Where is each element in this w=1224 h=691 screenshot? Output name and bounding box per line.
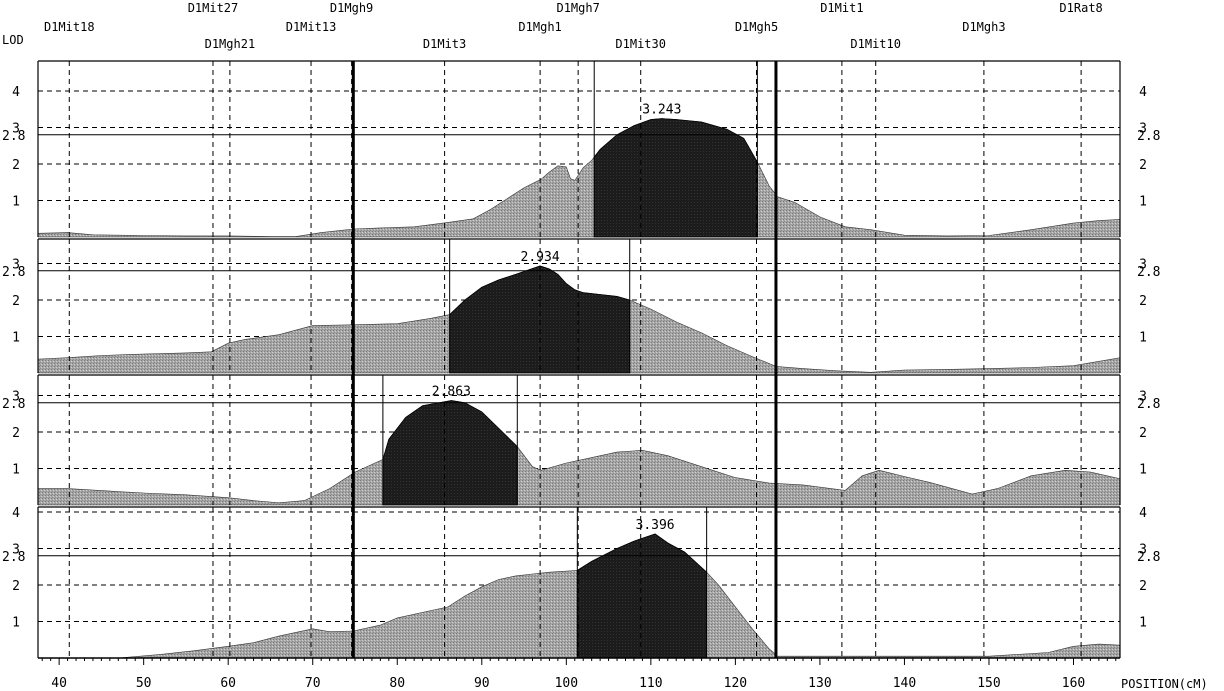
threshold-label-right: 2.8 (1137, 265, 1160, 280)
lod-panel-4: 3.396 1 2 3 4 1 2 3 4 2.8 2.8 (2, 506, 1160, 659)
lod-tick-label-right: 2 (1139, 426, 1147, 441)
peak-lod-label: 2.863 (432, 385, 471, 400)
lod-tick-label-left: 3 (12, 258, 20, 273)
lod-tick-label-left: 2 (12, 579, 20, 594)
lod-curve-area (37, 118, 1121, 238)
peak-lod-label: 2.934 (521, 250, 560, 265)
lod-tick-label-left: 2 (12, 158, 20, 173)
marker-label: D1Mit18 (44, 20, 95, 34)
marker-label: D1Mit30 (615, 37, 666, 51)
lod-tick-label-right: 4 (1139, 506, 1147, 521)
x-tick-label: 100 (555, 676, 578, 691)
lod-tick-label-left: 3 (12, 543, 20, 558)
lod-tick-label-left: 2 (12, 426, 20, 441)
lod-tick-label-left: 2 (12, 294, 20, 309)
marker-label: D1Mgh3 (962, 20, 1005, 34)
lod-panel-1: 3.243 1 2 3 4 1 2 3 4 2.8 2.8 (2, 60, 1160, 238)
support-interval-area (576, 533, 707, 659)
lod-tick-label-right: 3 (1139, 390, 1147, 405)
marker-label: D1Mgh9 (330, 1, 373, 15)
marker-label: D1Mit13 (286, 20, 337, 34)
lod-curve-area (37, 400, 1121, 506)
lod-tick-label-left: 1 (12, 616, 20, 631)
x-tick-label: 140 (893, 676, 916, 691)
x-tick-label: 80 (389, 676, 405, 691)
threshold-label-left: 2.8 (2, 129, 25, 144)
lod-tick-label-left: 4 (12, 506, 20, 521)
lod-tick-label-right: 1 (1139, 616, 1147, 631)
marker-label: D1Mit27 (188, 1, 239, 15)
x-tick-label: 150 (977, 676, 1000, 691)
x-tick-label: 50 (136, 676, 152, 691)
x-tick-label: 90 (474, 676, 490, 691)
marker-label: D1Rat8 (1059, 1, 1102, 15)
marker-label: D1Mgh1 (518, 20, 561, 34)
threshold-label-right: 2.8 (1137, 550, 1160, 565)
lod-tick-label-right: 3 (1139, 543, 1147, 558)
threshold-label-left: 2.8 (2, 397, 25, 412)
threshold-label-right: 2.8 (1137, 129, 1160, 144)
lod-tick-label-left: 3 (12, 122, 20, 137)
lod-tick-label-left: 3 (12, 390, 20, 405)
threshold-label-right: 2.8 (1137, 397, 1160, 412)
support-interval-area (382, 400, 518, 506)
threshold-label-left: 2.8 (2, 550, 25, 565)
marker-label: D1Mit1 (820, 1, 863, 15)
x-tick-label: 120 (724, 676, 747, 691)
lod-tick-label-right: 1 (1139, 331, 1147, 346)
lod-tick-label-right: 1 (1139, 463, 1147, 478)
x-tick-label: 130 (808, 676, 831, 691)
x-tick-label: 160 (1062, 676, 1085, 691)
lod-tick-label-left: 4 (12, 85, 20, 100)
x-tick-label: 110 (639, 676, 662, 691)
lod-tick-label-right: 1 (1139, 195, 1147, 210)
lod-tick-label-right: 3 (1139, 122, 1147, 137)
x-axis-title: POSITION(cM) (1121, 677, 1208, 691)
lod-tick-label-right: 4 (1139, 85, 1147, 100)
marker-label: D1Mit10 (850, 37, 901, 51)
lod-tick-label-right: 2 (1139, 579, 1147, 594)
lod-tick-label-right: 2 (1139, 158, 1147, 173)
marker-label: D1Mgh5 (735, 20, 778, 34)
x-tick-label: 60 (220, 676, 236, 691)
lod-tick-label-left: 1 (12, 195, 20, 210)
peak-lod-label: 3.396 (636, 518, 675, 533)
x-tick-label: 70 (305, 676, 321, 691)
lod-tick-label-right: 2 (1139, 294, 1147, 309)
support-interval-area (449, 265, 631, 374)
marker-label: D1Mit3 (423, 37, 466, 51)
peak-lod-label: 3.243 (642, 103, 681, 118)
threshold-label-left: 2.8 (2, 265, 25, 280)
support-interval-area (593, 118, 758, 238)
y-axis-title: LOD (2, 33, 24, 47)
x-tick-label: 40 (51, 676, 67, 691)
lod-tick-label-left: 1 (12, 463, 20, 478)
lod-tick-label-right: 3 (1139, 258, 1147, 273)
marker-label: D1Mgh7 (556, 1, 599, 15)
lod-tick-label-left: 1 (12, 331, 20, 346)
marker-label: D1Mgh21 (205, 37, 256, 51)
